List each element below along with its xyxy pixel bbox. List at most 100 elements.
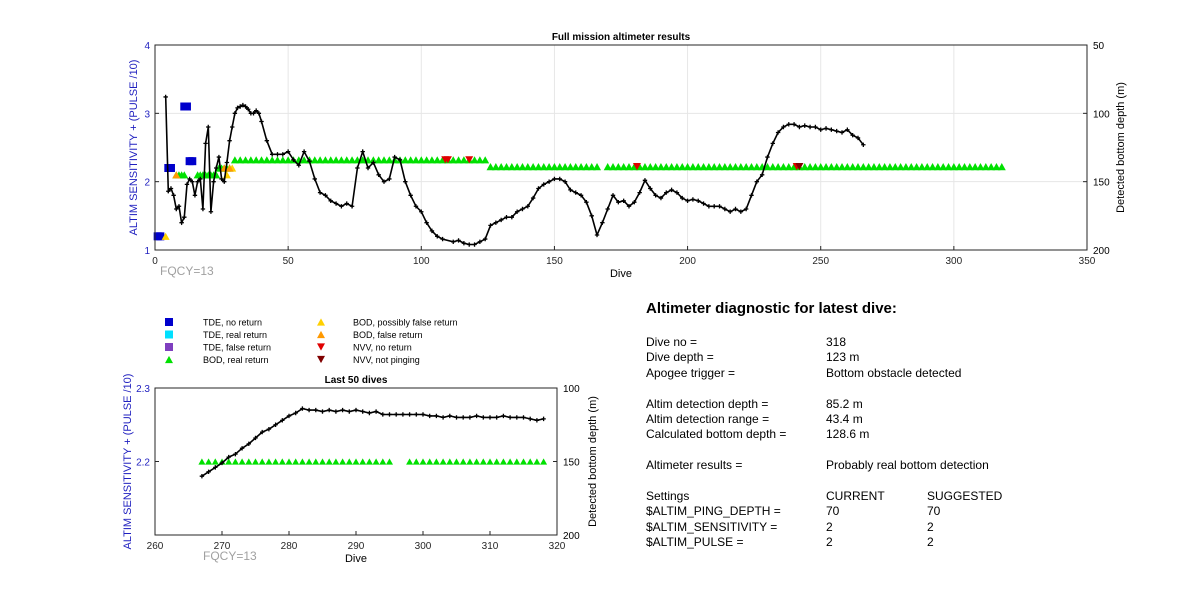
data-point <box>225 164 234 172</box>
y-axis-label: ALTIM SENSITIVITY + (PULSE /10) <box>128 60 140 236</box>
data-point <box>246 156 255 164</box>
depth-marker <box>605 206 610 212</box>
data-point <box>432 458 440 465</box>
data-point <box>258 458 266 465</box>
depth-marker <box>353 407 359 413</box>
diagnostic-title: Altimeter diagnostic for latest dive: <box>646 300 897 317</box>
y-right-tick-label: 150 <box>1093 178 1110 189</box>
data-point <box>292 458 300 465</box>
diagnostic-panel: Altimeter diagnostic for latest dive: Di… <box>646 300 1166 550</box>
data-point <box>726 163 735 171</box>
spacer <box>646 474 1166 489</box>
spacer <box>646 381 1166 396</box>
depth-marker <box>488 223 493 228</box>
depth-marker <box>461 415 466 420</box>
data-point <box>875 163 884 171</box>
data-point <box>205 458 213 465</box>
depth-marker <box>573 190 578 195</box>
legend-item: TDE, real return <box>165 330 267 340</box>
depth-marker <box>477 239 483 244</box>
depth-marker <box>264 138 270 143</box>
data-point <box>365 458 373 465</box>
data-point <box>238 458 246 465</box>
fqcy-label: FQCY=13 <box>203 549 257 563</box>
depth-marker <box>313 407 318 413</box>
calc-depth-value: 128.6 m <box>826 427 870 442</box>
legend: TDE, no return TDE, real return TDE, false… <box>165 318 458 365</box>
depth-marker <box>507 415 513 420</box>
data-point <box>449 156 458 164</box>
results-label: Altimeter results = <box>646 458 743 473</box>
depth-marker <box>775 130 781 135</box>
depth-marker <box>238 104 243 109</box>
data-point <box>486 163 495 171</box>
data-point <box>459 458 467 465</box>
data-point <box>225 458 233 465</box>
depth-marker <box>240 102 246 108</box>
data-point <box>513 163 522 171</box>
data-point <box>241 156 250 164</box>
ping-depth-suggested: 70 <box>927 504 941 519</box>
depth-marker <box>474 413 479 419</box>
depth-marker <box>227 138 232 143</box>
x-tick-label: 200 <box>679 256 696 267</box>
data-point <box>339 458 347 465</box>
depth-marker <box>339 204 344 209</box>
depth-marker <box>626 204 632 209</box>
data-point <box>976 163 985 171</box>
data-point <box>981 163 990 171</box>
depth-marker <box>781 124 786 130</box>
depth-marker <box>216 154 222 160</box>
data-point <box>742 163 751 171</box>
depth-marker <box>300 406 305 411</box>
y-tick-label: 3 <box>144 109 150 120</box>
data-point <box>688 163 697 171</box>
data-point <box>230 156 239 164</box>
data-point <box>257 156 266 164</box>
depth-marker <box>400 412 406 417</box>
data-point <box>997 163 1006 171</box>
depth-marker <box>536 186 541 191</box>
data-point <box>321 156 330 164</box>
x-axis-label: Dive <box>610 268 632 280</box>
data-point <box>284 156 293 164</box>
depth-marker <box>187 176 192 182</box>
depth-marker <box>482 236 488 242</box>
pulse-current: 2 <box>826 535 833 550</box>
data-point <box>965 163 974 171</box>
x-tick-label: 100 <box>413 256 430 267</box>
calc-depth-label: Calculated bottom depth = <box>646 427 787 442</box>
depth-marker <box>344 201 349 206</box>
depth-marker <box>440 415 446 420</box>
depth-marker <box>481 415 486 420</box>
legend-marker-icon <box>317 343 325 351</box>
depth-marker <box>381 179 387 184</box>
depth-marker <box>199 474 205 479</box>
data-point <box>971 163 980 171</box>
data-point <box>310 156 319 164</box>
depth-marker <box>224 160 230 165</box>
depth-marker <box>280 418 285 423</box>
depth-marker <box>845 127 850 132</box>
legend-marker-icon <box>317 355 325 364</box>
depth-marker <box>408 193 413 198</box>
legend-label: BOD, real return <box>203 355 269 365</box>
depth-marker <box>371 160 376 165</box>
depth-marker <box>706 204 712 209</box>
depth-marker <box>367 410 372 416</box>
data-point <box>593 163 602 171</box>
depth-marker <box>552 176 557 182</box>
data-point <box>566 163 575 171</box>
data-point <box>172 171 181 179</box>
data-point <box>880 163 889 171</box>
data-point <box>352 458 360 465</box>
spacer <box>646 443 1166 458</box>
data-point <box>646 163 655 171</box>
depth-marker <box>797 124 802 130</box>
data-point <box>268 156 277 164</box>
data-point <box>667 163 676 171</box>
depth-marker <box>541 182 546 187</box>
sensitivity-label: $ALTIM_SENSITIVITY = <box>646 519 778 534</box>
data-point <box>417 156 426 164</box>
depth-marker <box>696 198 701 203</box>
